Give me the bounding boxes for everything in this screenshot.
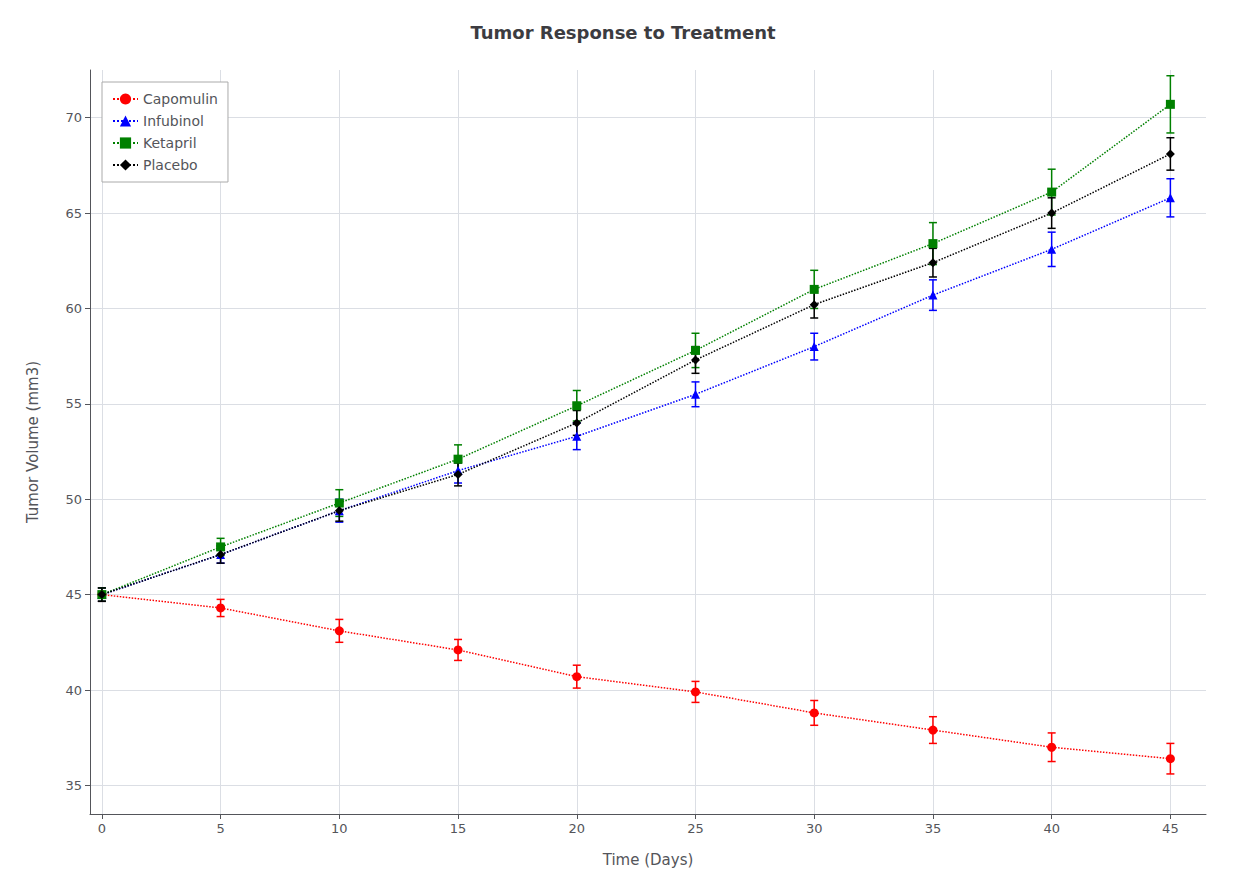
svg-text:Tumor Response to Treatment: Tumor Response to Treatment xyxy=(470,22,776,43)
svg-text:Capomulin: Capomulin xyxy=(143,91,218,107)
svg-text:30: 30 xyxy=(806,821,823,836)
svg-text:55: 55 xyxy=(65,396,82,411)
svg-text:5: 5 xyxy=(216,821,224,836)
svg-text:35: 35 xyxy=(925,821,942,836)
svg-text:40: 40 xyxy=(65,683,82,698)
svg-text:50: 50 xyxy=(65,492,82,507)
svg-text:15: 15 xyxy=(450,821,467,836)
svg-text:45: 45 xyxy=(65,587,82,602)
svg-text:40: 40 xyxy=(1043,821,1060,836)
svg-text:Infubinol: Infubinol xyxy=(143,113,204,129)
svg-text:Time (Days): Time (Days) xyxy=(602,851,694,869)
svg-text:0: 0 xyxy=(98,821,106,836)
svg-text:Tumor Volume (mm3): Tumor Volume (mm3) xyxy=(24,361,42,524)
svg-text:20: 20 xyxy=(568,821,585,836)
svg-text:65: 65 xyxy=(65,206,82,221)
svg-text:70: 70 xyxy=(65,110,82,125)
svg-text:35: 35 xyxy=(65,778,82,793)
svg-text:25: 25 xyxy=(687,821,704,836)
svg-text:10: 10 xyxy=(331,821,348,836)
svg-text:60: 60 xyxy=(65,301,82,316)
svg-text:Placebo: Placebo xyxy=(143,157,198,173)
svg-text:45: 45 xyxy=(1162,821,1179,836)
svg-text:Ketapril: Ketapril xyxy=(143,135,197,151)
